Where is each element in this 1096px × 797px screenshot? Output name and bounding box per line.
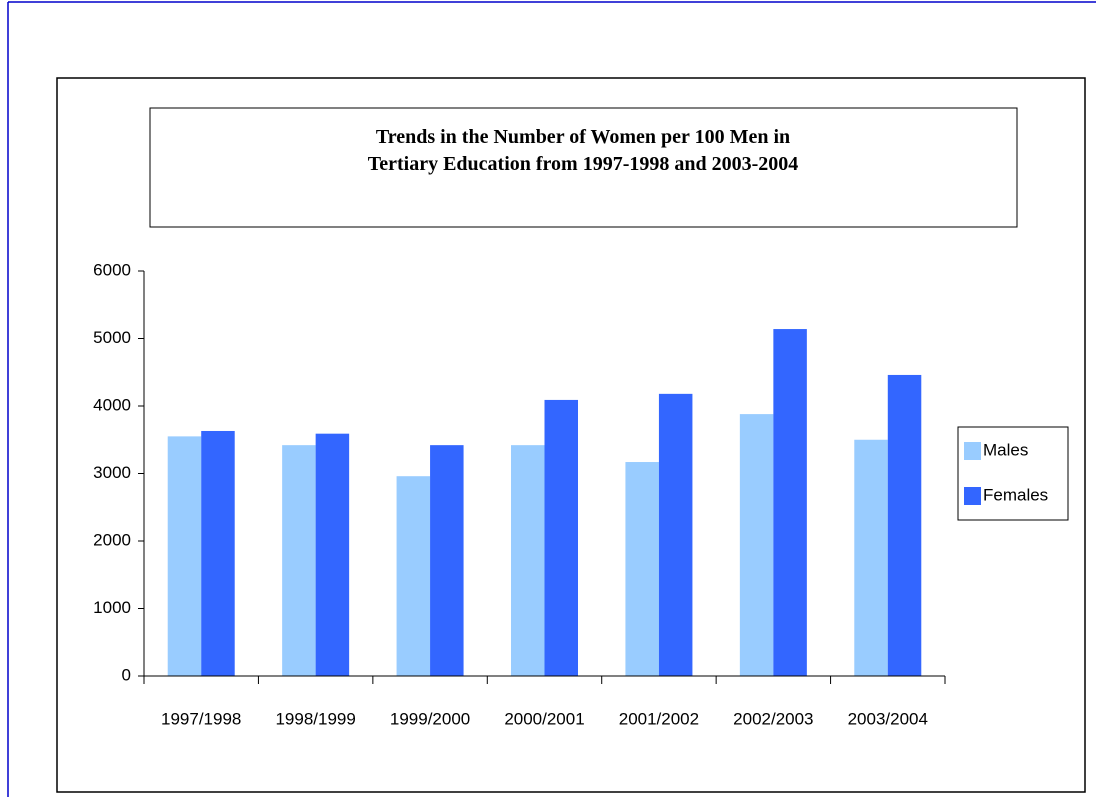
bar xyxy=(625,462,659,676)
y-tick-label: 2000 xyxy=(93,530,131,549)
y-tick-label: 1000 xyxy=(93,598,131,617)
bar xyxy=(430,445,464,676)
y-tick-label: 4000 xyxy=(93,395,131,414)
y-tick-label: 6000 xyxy=(93,260,131,279)
y-tick-label: 0 xyxy=(122,665,131,684)
y-tick-label: 5000 xyxy=(93,328,131,347)
bar xyxy=(854,439,888,676)
bar xyxy=(739,414,774,676)
chart-title: Trends in the Number of Women per 100 Me… xyxy=(368,126,799,175)
y-tick-label: 3000 xyxy=(93,463,131,482)
bar xyxy=(282,445,316,676)
legend-label: Males xyxy=(983,440,1028,459)
x-tick-label: 1998/1999 xyxy=(275,709,355,728)
bar xyxy=(396,476,431,676)
x-tick-label: 2002/2003 xyxy=(733,709,813,728)
bar xyxy=(201,430,235,676)
legend-swatch xyxy=(964,442,981,460)
bar xyxy=(773,329,807,676)
legend-label: Females xyxy=(983,485,1048,504)
x-tick-label: 1999/2000 xyxy=(390,709,470,728)
bar xyxy=(167,436,202,676)
bar xyxy=(887,374,922,676)
title-box xyxy=(149,107,1018,228)
x-tick-label: 2003/2004 xyxy=(848,709,928,728)
bar xyxy=(315,433,350,676)
x-tick-label: 1997/1998 xyxy=(161,709,241,728)
x-tick-label: 2000/2001 xyxy=(504,709,584,728)
bar xyxy=(511,445,545,676)
chart-border xyxy=(56,77,1086,793)
bar xyxy=(658,393,693,676)
legend-swatch xyxy=(964,487,981,505)
x-tick-label: 2001/2002 xyxy=(619,709,699,728)
bar xyxy=(544,399,578,676)
